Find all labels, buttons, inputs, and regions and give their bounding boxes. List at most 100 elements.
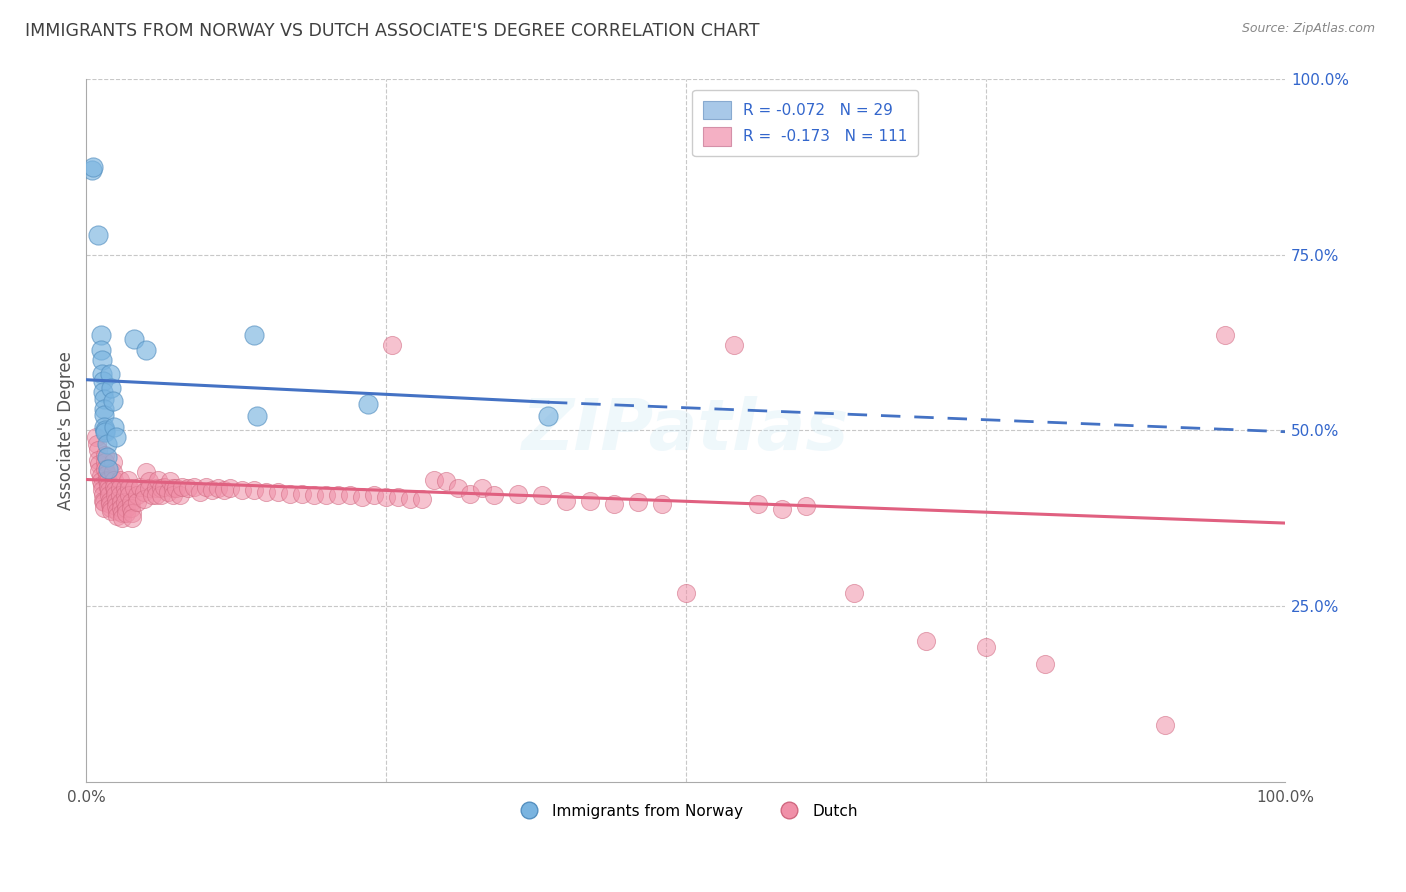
Point: [537, 409, 560, 424]
Point: [118, 488, 141, 502]
Point: [125, 495, 148, 509]
Point: [93, 500, 115, 515]
Point: [122, 332, 145, 346]
Point: [96, 467, 118, 481]
Point: [145, 488, 167, 502]
Point: [97, 479, 120, 493]
Point: [103, 479, 125, 493]
Point: [94, 455, 117, 469]
Point: [315, 488, 337, 502]
Point: [115, 500, 138, 515]
Point: [675, 586, 697, 600]
Point: [1154, 718, 1177, 732]
Point: [122, 481, 145, 495]
Point: [554, 493, 576, 508]
Point: [87, 453, 110, 467]
Point: [149, 481, 172, 495]
Text: ZIPatlas: ZIPatlas: [522, 396, 849, 465]
Point: [603, 497, 626, 511]
Point: [94, 462, 117, 476]
Point: [104, 483, 127, 497]
Point: [84, 430, 107, 444]
Point: [96, 473, 118, 487]
Point: [447, 481, 470, 495]
Point: [177, 481, 200, 495]
Point: [339, 488, 361, 502]
Point: [108, 481, 131, 495]
Point: [105, 430, 128, 444]
Point: [103, 419, 125, 434]
Point: [103, 473, 125, 487]
Point: [91, 488, 114, 502]
Point: [110, 500, 132, 515]
Point: [302, 488, 325, 502]
Point: [97, 462, 120, 476]
Point: [156, 485, 179, 500]
Point: [89, 457, 111, 471]
Point: [90, 483, 112, 497]
Point: [91, 384, 114, 399]
Point: [149, 488, 172, 502]
Point: [114, 488, 136, 502]
Point: [138, 474, 160, 488]
Point: [101, 393, 124, 408]
Point: [458, 486, 481, 500]
Point: [357, 396, 380, 410]
Point: [108, 488, 131, 502]
Point: [162, 488, 184, 502]
Point: [129, 479, 152, 493]
Point: [90, 343, 112, 357]
Point: [183, 479, 205, 493]
Point: [93, 392, 115, 406]
Point: [363, 488, 385, 502]
Point: [245, 409, 267, 424]
Point: [114, 495, 136, 509]
Point: [100, 381, 122, 395]
Point: [107, 504, 129, 518]
Point: [153, 479, 176, 493]
Point: [97, 474, 120, 488]
Point: [120, 500, 142, 515]
Point: [117, 473, 139, 487]
Point: [98, 497, 121, 511]
Point: [482, 488, 505, 502]
Point: [96, 450, 118, 464]
Point: [201, 483, 224, 497]
Point: [111, 511, 134, 525]
Point: [111, 506, 134, 520]
Point: [90, 367, 112, 381]
Point: [93, 408, 115, 422]
Point: [98, 493, 121, 508]
Point: [87, 227, 110, 242]
Point: [162, 481, 184, 495]
Point: [115, 506, 138, 520]
Point: [93, 402, 115, 417]
Point: [159, 474, 181, 488]
Point: [169, 488, 191, 502]
Point: [105, 500, 128, 514]
Point: [375, 490, 398, 504]
Point: [219, 481, 242, 495]
Point: [96, 437, 118, 451]
Point: [138, 481, 160, 495]
Point: [132, 485, 155, 500]
Point: [1035, 657, 1057, 671]
Point: [101, 466, 124, 480]
Point: [93, 495, 115, 509]
Point: [195, 479, 218, 493]
Point: [747, 497, 769, 511]
Point: [104, 488, 127, 502]
Point: [107, 509, 129, 524]
Point: [101, 455, 124, 469]
Point: [90, 328, 112, 343]
Point: [974, 640, 997, 654]
Point: [121, 506, 143, 520]
Point: [471, 481, 494, 495]
Point: [121, 511, 143, 525]
Point: [93, 419, 115, 434]
Point: [165, 481, 187, 495]
Point: [125, 488, 148, 502]
Point: [434, 474, 457, 488]
Point: [231, 483, 253, 497]
Point: [267, 485, 290, 500]
